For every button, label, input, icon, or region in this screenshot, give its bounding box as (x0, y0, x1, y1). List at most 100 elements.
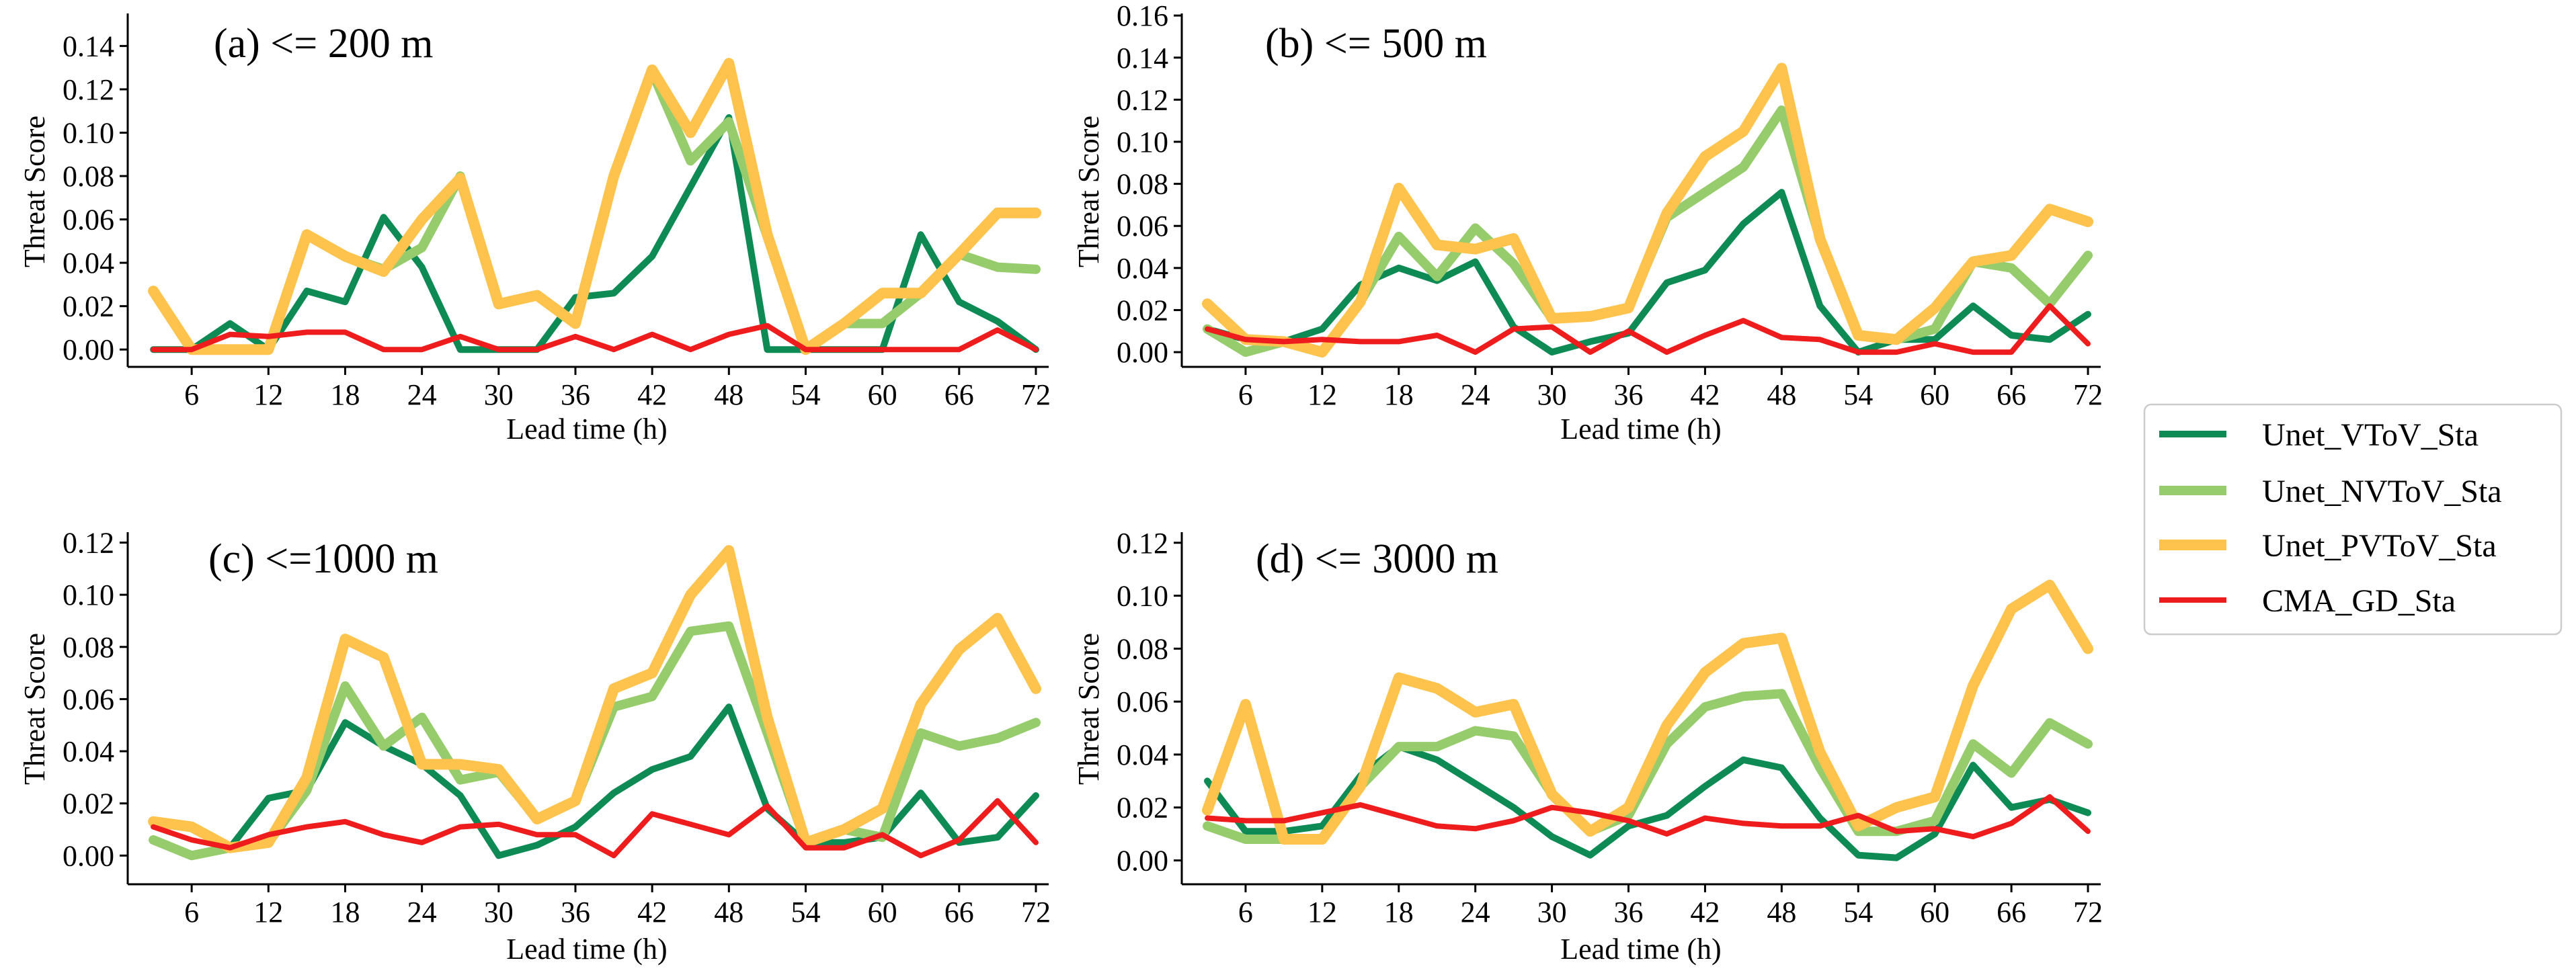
x-tick-label: 30 (1537, 896, 1567, 929)
legend-entry-unet-pvtov-sta: Unet_PVToV_Sta (2159, 528, 2497, 564)
series-line-unet-pvtov-sta (148, 545, 1041, 853)
y-tick-label: 0.02 (1117, 294, 1168, 327)
x-tick-label: 36 (561, 378, 590, 411)
y-tick-label: 0.10 (1117, 126, 1168, 159)
x-tick-label: 24 (407, 378, 437, 411)
x-axis-label: Lead time (h) (1560, 413, 1721, 445)
x-tick-label: 12 (253, 378, 283, 411)
series-line-cma-gd-sta (151, 323, 1039, 353)
y-tick-label: 0.12 (1117, 527, 1168, 560)
x-tick-label: 6 (184, 896, 199, 929)
plot-area: 6 12 18 24 30 36 42 48 54 60 66 72 0.00 0.02 0.04 0.06 0… (1117, 0, 2103, 411)
panel-title: (a) <= 200 m (214, 21, 433, 67)
x-tick-label: 54 (1843, 378, 1873, 411)
x-tick-label: 66 (944, 378, 974, 411)
x-tick-label: 48 (1767, 378, 1796, 411)
x-axis-label: Lead time (h) (506, 933, 667, 966)
x-tick-label: 30 (484, 896, 514, 929)
y-tick-label: 0.04 (1117, 252, 1168, 285)
series-line-unet-pvtov-sta (148, 58, 1041, 355)
panel-d: (d) <= 3000 m Lead time (h) Threat Score… (1072, 527, 2103, 966)
y-tick-label: 0.00 (63, 839, 114, 872)
x-tick-label: 12 (1307, 378, 1337, 411)
y-tick-label: 0.06 (1117, 210, 1168, 243)
y-axis-label: Threat Score (1072, 116, 1105, 267)
x-tick-label: 12 (1307, 896, 1337, 929)
series-line-cma-gd-sta (1205, 794, 2091, 840)
x-tick-label: 18 (1384, 378, 1414, 411)
x-tick-label: 18 (330, 378, 360, 411)
y-tick-label: 0.02 (1117, 792, 1168, 824)
x-tick-label: 12 (253, 896, 283, 929)
y-tick-label: 0.06 (63, 204, 114, 237)
x-tick-label: 48 (1767, 896, 1796, 929)
y-tick-label: 0.08 (63, 631, 114, 664)
series-line-cma-gd-sta (1205, 303, 2091, 355)
x-tick-label: 72 (2073, 896, 2103, 929)
series-line-unet-vtov-sta (1204, 189, 2091, 356)
y-tick-label: 0.16 (1117, 0, 1168, 32)
panel-c: (c) <=1000 m Lead time (h) Threat Score … (18, 527, 1051, 966)
x-tick-label: 30 (1537, 378, 1567, 411)
legend-entry-unet-nvtov-sta: Unet_NVToV_Sta (2159, 474, 2502, 509)
x-tick-label: 6 (1238, 378, 1253, 411)
panel-a: (a) <= 200 m Lead time (h) Threat Score … (18, 13, 1051, 445)
x-tick-label: 54 (1843, 896, 1873, 929)
y-tick-label: 0.00 (1117, 845, 1168, 878)
x-tick-label: 42 (637, 378, 667, 411)
x-tick-label: 54 (791, 896, 820, 929)
panel-title: (c) <=1000 m (208, 536, 438, 582)
x-tick-label: 36 (561, 896, 590, 929)
legend-entry-unet-vtov-sta: Unet_VToV_Sta (2159, 417, 2479, 453)
series-line-unet-vtov-sta (1204, 743, 2091, 861)
x-tick-label: 18 (1384, 896, 1414, 929)
plot-area: 6 12 18 24 30 36 42 48 54 60 66 72 0.00 0.02 0.04 0.06 0… (1117, 527, 2103, 929)
y-tick-label: 0.02 (63, 788, 114, 820)
x-tick-label: 42 (637, 896, 667, 929)
y-tick-label: 0.14 (63, 30, 114, 62)
y-tick-label: 0.12 (1117, 83, 1168, 116)
legend: Unet_VToV_Sta Unet_NVToV_Sta Unet_PVToV_… (2143, 403, 2563, 636)
panel-b: (b) <= 500 m Lead time (h) Threat Score … (1072, 0, 2103, 445)
y-tick-label: 0.08 (1117, 168, 1168, 201)
y-tick-label: 0.12 (63, 73, 114, 106)
x-tick-label: 24 (1461, 896, 1490, 929)
x-tick-label: 36 (1614, 378, 1644, 411)
y-tick-label: 0.08 (1117, 632, 1168, 665)
x-tick-label: 24 (407, 896, 437, 929)
x-tick-label: 42 (1690, 378, 1720, 411)
x-tick-label: 24 (1461, 378, 1490, 411)
x-tick-label: 60 (868, 378, 897, 411)
x-tick-label: 60 (1920, 378, 1949, 411)
x-tick-label: 48 (714, 378, 743, 411)
legend-label: CMA_GD_Sta (2262, 583, 2456, 619)
x-tick-label: 30 (484, 378, 514, 411)
x-tick-label: 42 (1690, 896, 1720, 929)
x-tick-label: 72 (1021, 378, 1051, 411)
x-tick-label: 66 (1997, 896, 2026, 929)
y-axis-label: Threat Score (18, 116, 51, 267)
y-tick-label: 0.04 (63, 735, 114, 768)
legend-label: Unet_VToV_Sta (2262, 417, 2479, 453)
legend-label: Unet_PVToV_Sta (2262, 528, 2497, 564)
x-axis-label: Lead time (h) (506, 413, 667, 445)
y-axis-label: Threat Score (18, 633, 51, 785)
x-tick-label: 18 (330, 896, 360, 929)
series-line-unet-pvtov-sta (1202, 579, 2093, 845)
legend-frame (2143, 403, 2563, 636)
series-line-unet-pvtov-sta (1202, 62, 2093, 358)
y-tick-label: 0.10 (63, 116, 114, 149)
plot-area: 6 12 18 24 30 36 42 48 54 60 66 72 0.00 0.02 0.04 0.06 0… (63, 527, 1051, 929)
x-tick-label: 66 (1997, 378, 2026, 411)
y-tick-label: 0.08 (63, 160, 114, 193)
y-tick-label: 0.00 (63, 333, 114, 366)
legend-label: Unet_NVToV_Sta (2262, 474, 2502, 509)
series-line-cma-gd-sta (151, 798, 1039, 859)
x-tick-label: 60 (1920, 896, 1949, 929)
x-tick-label: 6 (1238, 896, 1253, 929)
y-tick-label: 0.14 (1117, 42, 1168, 75)
x-tick-label: 72 (1021, 896, 1051, 929)
x-tick-label: 54 (791, 378, 820, 411)
legend-entry-cma-gd-sta: CMA_GD_Sta (2159, 583, 2456, 619)
